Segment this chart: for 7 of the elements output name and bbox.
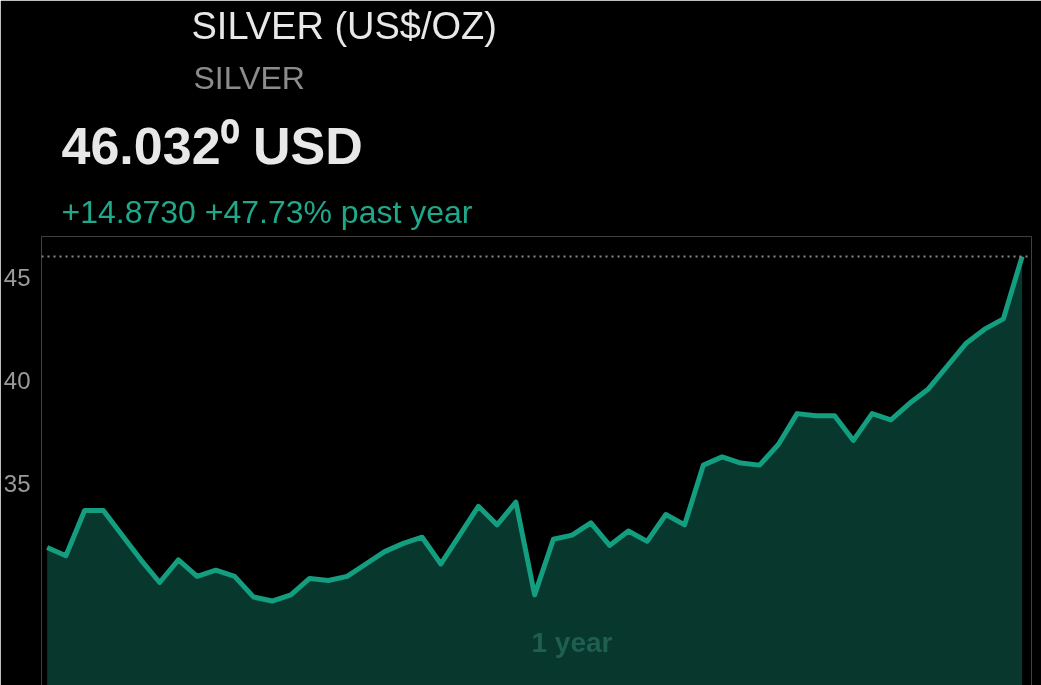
y-tick-label: 45 (3, 264, 31, 292)
y-tick-label: 35 (3, 470, 31, 498)
chart-title: SILVER (US$/OZ) (191, 4, 497, 47)
y-tick-label: 40 (3, 367, 31, 395)
text: 46.032⁰ USD (61, 116, 363, 175)
chart-subtitle: SILVER (193, 59, 305, 96)
text: +14.8730 +47.73% past year (61, 193, 473, 230)
